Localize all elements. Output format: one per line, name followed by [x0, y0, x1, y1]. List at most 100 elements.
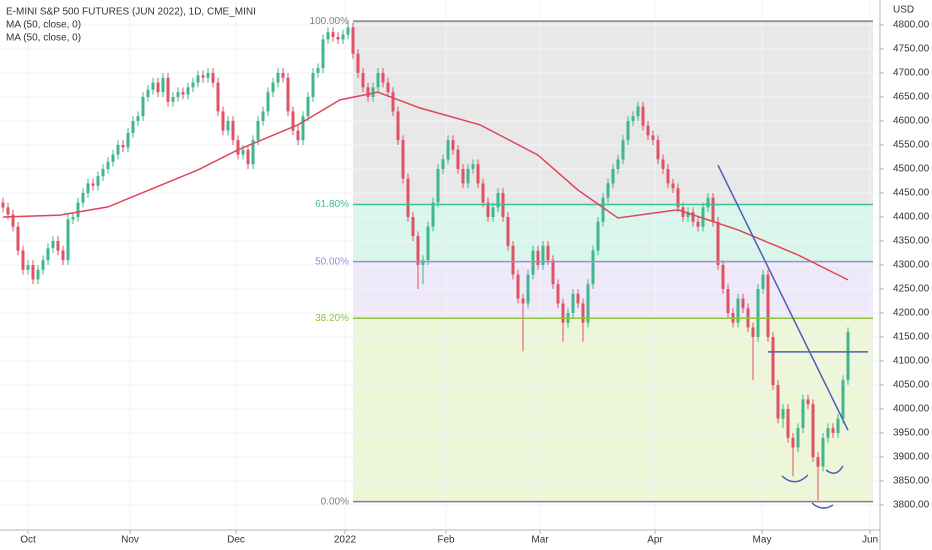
candle-body — [126, 132, 130, 148]
candle-body — [301, 116, 305, 141]
candle-body — [656, 140, 660, 160]
annotation-arc — [825, 465, 844, 474]
ma-line — [2, 91, 849, 281]
candle-body — [556, 284, 560, 304]
candle-body — [176, 92, 180, 97]
candle-body — [586, 284, 590, 323]
candle-body — [146, 89, 150, 97]
fib-zone — [353, 318, 873, 502]
candle-body — [646, 125, 650, 136]
candle-body — [801, 399, 805, 429]
candle-body — [581, 303, 585, 323]
candle-body — [541, 245, 545, 265]
candle-body — [821, 437, 825, 467]
candle-body — [791, 437, 795, 448]
candle-body — [671, 183, 675, 189]
legend-entry: MA (50, close, 0) — [6, 20, 81, 31]
candle-body — [521, 298, 525, 304]
candle-body — [241, 149, 245, 155]
candle-body — [526, 274, 530, 304]
candle-body — [726, 289, 730, 314]
candle-body — [346, 27, 350, 35]
y-tick-label: 4450.00 — [893, 188, 930, 199]
candle-body — [551, 260, 555, 285]
fib-label: 100.00% — [310, 16, 350, 27]
candle-body — [546, 245, 550, 261]
candle-body — [81, 192, 85, 203]
candle-body — [506, 216, 510, 246]
candle-body — [156, 82, 160, 93]
candle-body — [596, 221, 600, 251]
candle-body — [136, 116, 140, 121]
candle-body — [611, 168, 615, 184]
candle-body — [31, 265, 35, 280]
candle-body — [831, 428, 835, 434]
candle-body — [271, 82, 275, 93]
candle-body — [716, 221, 720, 265]
candle-body — [496, 192, 500, 208]
candle-body — [446, 140, 450, 160]
candle-body — [461, 168, 465, 184]
y-tick-label: 4550.00 — [893, 140, 930, 151]
candle-body — [1, 202, 5, 208]
candle-body — [201, 75, 205, 78]
candle-body — [11, 214, 15, 227]
candle-body — [536, 250, 540, 265]
chart-title: E-MINI S&P 500 FUTURES (JUN 2022), 1D, C… — [6, 7, 256, 18]
candle-body — [736, 298, 740, 323]
candle-body — [196, 75, 200, 83]
candle-body — [191, 82, 195, 88]
candle-body — [701, 207, 705, 227]
legend-entry: MA (50, close, 0) — [6, 33, 81, 44]
candle-body — [366, 87, 370, 97]
candle-body — [26, 265, 30, 270]
candle-body — [391, 92, 395, 112]
y-tick-label: 3950.00 — [893, 428, 930, 439]
candle-body — [206, 72, 210, 78]
y-tick-label: 4150.00 — [893, 332, 930, 343]
candle-body — [531, 250, 535, 275]
fib-zone — [353, 261, 873, 319]
candle-body — [781, 409, 785, 419]
candle-body — [286, 77, 290, 112]
candle-body — [16, 226, 20, 251]
candle-body — [636, 106, 640, 117]
y-tick-label: 4350.00 — [893, 236, 930, 247]
candle-body — [591, 250, 595, 285]
candle-body — [436, 168, 440, 203]
candle-body — [651, 135, 655, 141]
candle-body — [296, 130, 300, 141]
candle-body — [131, 120, 135, 133]
candle-body — [231, 120, 235, 141]
candle-body — [101, 168, 105, 177]
candle-body — [441, 159, 445, 169]
candle-body — [836, 418, 840, 434]
fib-label: 50.00% — [315, 256, 349, 267]
trend-line — [717, 164, 849, 431]
candle-body — [61, 250, 65, 261]
candle-body — [336, 36, 340, 40]
candle-body — [361, 72, 365, 88]
candle-body — [846, 332, 850, 381]
candle-body — [51, 240, 55, 249]
candle-body — [216, 82, 220, 112]
candle-body — [166, 77, 170, 102]
candle-body — [451, 140, 455, 150]
candle-body — [56, 240, 60, 251]
x-tick-label: Mar — [531, 535, 549, 546]
candle-body — [111, 154, 115, 162]
candle-body — [621, 140, 625, 160]
candle-body — [816, 457, 820, 467]
candle-body — [161, 77, 165, 93]
candle-body — [291, 111, 295, 131]
fib-layer — [353, 21, 873, 502]
candle-body — [6, 207, 10, 215]
candle-body — [466, 168, 470, 184]
candle-body — [711, 197, 715, 222]
y-tick-label: 4250.00 — [893, 284, 930, 295]
candle-body — [71, 216, 75, 220]
candle-body — [761, 274, 765, 290]
x-tick-label: Jun — [862, 535, 878, 546]
y-tick-label: 4100.00 — [893, 356, 930, 367]
